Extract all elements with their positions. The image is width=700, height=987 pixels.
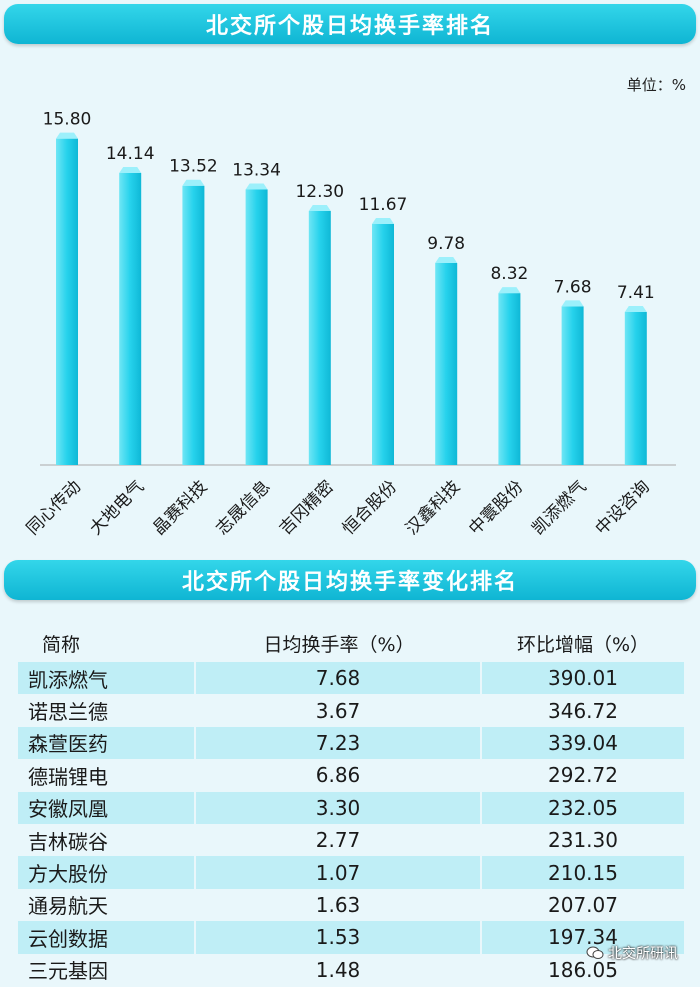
bar-cap: [245, 183, 268, 190]
table-row: 凯添燃气 7.68 390.01: [18, 662, 684, 695]
data-label: 11.67: [359, 195, 408, 215]
table-title: 北交所个股日均换手率变化排名: [181, 570, 518, 595]
chart-title: 北交所个股日均换手率排名: [205, 14, 494, 39]
cell-name: 凯添燃气: [18, 662, 196, 695]
cell-growth: 231.30: [548, 828, 618, 853]
header-growth: 环比增幅（%）: [516, 633, 650, 656]
table-row: 吉林碳谷 2.77 231.30: [18, 823, 684, 857]
cell-turnover: 1.63: [196, 888, 482, 922]
data-label: 13.34: [232, 160, 281, 180]
cell-growth: 390.01: [548, 666, 618, 691]
table-row: 云创数据 1.53 197.34: [18, 921, 684, 954]
data-label: 7.41: [617, 283, 655, 303]
tick-label: 同心传动: [23, 477, 85, 539]
tick-label: 大地电气: [86, 477, 148, 539]
tick-label: 凯添燃气: [528, 477, 590, 539]
table-header: 简称 日均换手率（%） 环比增幅（%）: [18, 624, 684, 662]
cell-turnover: 7.23: [196, 726, 482, 760]
tick-label: 中寰股份: [464, 476, 527, 539]
data-label: 8.32: [490, 264, 528, 284]
cell-turnover: 1.48: [196, 953, 482, 986]
cell-growth: 186.05: [548, 957, 618, 982]
bar-cap: [119, 166, 142, 173]
cell-name: 云创数据: [18, 921, 196, 954]
cell-turnover: 2.77: [196, 823, 482, 857]
bar-cap: [308, 204, 331, 211]
table-row: 通易航天 1.63 207.07: [18, 888, 684, 922]
cell-name: 三元基因: [18, 953, 196, 986]
tick-label: 吉冈精密: [276, 477, 338, 539]
cell-name: 吉林碳谷: [18, 823, 196, 857]
tick-label: 恒合股份: [339, 477, 401, 539]
bar: [182, 185, 205, 465]
bar-cap: [56, 132, 78, 139]
data-label: 15.80: [43, 110, 92, 130]
bar-cap: [561, 300, 584, 307]
cell-growth: 292.72: [548, 763, 618, 788]
table-row: 三元基因 1.48 186.05: [18, 953, 684, 986]
cell-name: 德瑞锂电: [18, 759, 196, 792]
cell-turnover: 6.86: [196, 759, 482, 792]
bar-cap: [182, 179, 205, 186]
bar: [624, 311, 647, 465]
tick-label: 志晟信息: [212, 477, 274, 539]
bar: [498, 293, 521, 465]
cell-growth: 207.07: [548, 892, 618, 917]
chart-title-banner: 北交所个股日均换手率排名: [4, 4, 696, 44]
cell-turnover: 1.07: [196, 856, 482, 889]
bar-chart: 15.80 同心传动 14.14 大地电气 13.52 晶赛科技 13.34 志晟信息 12.3…: [23, 110, 676, 539]
cell-name: 森萱医药: [18, 726, 196, 760]
bar: [56, 138, 78, 465]
cell-turnover: 7.68: [196, 662, 482, 695]
cell-growth: 210.15: [548, 860, 618, 885]
tick-label: 中设咨询: [592, 477, 654, 539]
table-row: 安徽凤凰 3.30 232.05: [18, 791, 684, 824]
bar: [435, 262, 458, 465]
cell-name: 安徽凤凰: [18, 791, 196, 824]
cell-turnover: 1.53: [196, 921, 482, 954]
table-body: 凯添燃气 7.68 390.01 诺思兰德 3.67 346.72 森萱医药 7.23 339.…: [18, 662, 684, 986]
cell-name: 方大股份: [18, 856, 196, 889]
bar-cap: [372, 217, 394, 224]
tick-label: 汉鑫科技: [402, 477, 464, 539]
cell-growth: 232.05: [548, 795, 618, 820]
ranking-table: 简称 日均换手率（%） 环比增幅（%） 凯添燃气 7.68 390.01 诺思兰德 3.…: [18, 624, 684, 986]
cell-growth: 346.72: [548, 698, 618, 723]
cell-name: 诺思兰德: [18, 694, 196, 727]
unit-label: 单位：%: [626, 76, 686, 94]
cell-turnover: 3.67: [196, 694, 482, 727]
tick-label: 晶赛科技: [148, 476, 211, 539]
cell-name: 通易航天: [18, 888, 196, 922]
header-turnover: 日均换手率（%）: [263, 633, 415, 656]
bar: [372, 223, 394, 465]
bar: [308, 210, 331, 465]
cell-growth: 197.34: [548, 925, 618, 950]
bar-cap: [435, 256, 458, 263]
cell-turnover: 3.30: [196, 791, 482, 824]
table-row: 方大股份 1.07 210.15: [18, 856, 684, 889]
table-row: 德瑞锂电 6.86 292.72: [18, 759, 684, 792]
data-label: 12.30: [295, 182, 344, 202]
bar-cap: [624, 305, 647, 312]
cell-growth: 339.04: [548, 730, 618, 755]
data-label: 7.68: [554, 277, 592, 297]
table-row: 森萱医药 7.23 339.04: [18, 726, 684, 760]
wechat-icon: [586, 946, 604, 959]
table-row: 诺思兰德 3.67 346.72: [18, 694, 684, 727]
watermark-text: 北交所研讯: [608, 946, 678, 962]
bar: [245, 189, 268, 466]
data-label: 9.78: [427, 234, 465, 254]
watermark: 北交所研讯: [586, 943, 678, 963]
bar: [119, 172, 142, 466]
data-label: 14.14: [106, 144, 155, 164]
bar: [561, 306, 584, 465]
header-name: 简称: [42, 633, 81, 656]
bar-cap: [498, 287, 521, 294]
data-label: 13.52: [169, 157, 218, 177]
table-title-banner: 北交所个股日均换手率变化排名: [4, 560, 696, 600]
